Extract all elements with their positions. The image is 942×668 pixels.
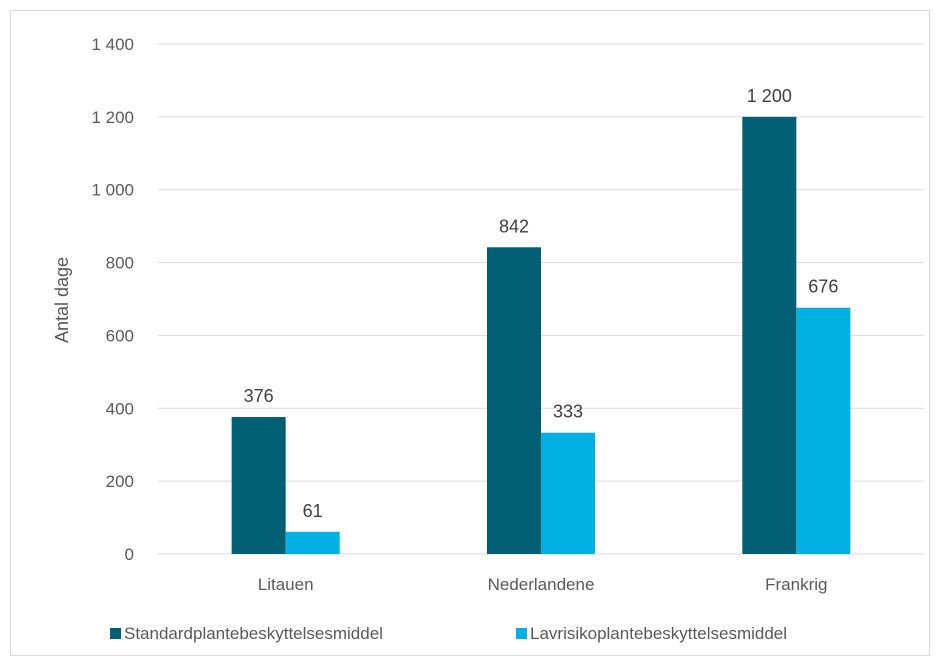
legend-swatch — [516, 628, 527, 639]
y-axis-title: Antal dage — [52, 257, 72, 343]
legend: Standardplantebeskyttelsesmiddel Lavrisik… — [110, 624, 787, 643]
bar — [285, 531, 340, 554]
y-tick-label: 800 — [106, 254, 134, 273]
bar — [796, 307, 851, 554]
y-tick-label: 1 400 — [91, 35, 134, 54]
y-tick-label: 1 200 — [91, 108, 134, 127]
y-tick-label: 600 — [106, 326, 134, 345]
data-label: 61 — [303, 501, 323, 521]
bar — [487, 247, 541, 554]
bar — [742, 116, 797, 554]
x-tick-label: Litauen — [258, 575, 314, 594]
data-labels: 376 61 842 333 1 200 676 — [244, 86, 839, 521]
y-axis-ticks: 0 200 400 600 800 1 000 1 200 1 400 — [91, 35, 134, 564]
data-label: 333 — [553, 402, 583, 422]
y-tick-label: 0 — [125, 545, 134, 564]
legend-swatch — [110, 628, 121, 639]
y-tick-label: 400 — [106, 399, 134, 418]
y-tick-label: 200 — [106, 472, 134, 491]
legend-label: Standardplantebeskyttelsesmiddel — [124, 624, 383, 643]
bar — [541, 432, 595, 554]
data-label: 676 — [808, 277, 838, 297]
legend-label: Lavrisikoplantebeskyttelsesmiddel — [530, 624, 787, 643]
bar — [231, 417, 286, 554]
bars — [231, 116, 851, 554]
y-tick-label: 1 000 — [91, 181, 134, 200]
x-tick-label: Frankrig — [765, 575, 827, 594]
x-tick-label: Nederlandene — [488, 575, 595, 594]
x-axis-ticks: Litauen Nederlandene Frankrig — [258, 575, 828, 594]
data-label: 1 200 — [747, 86, 792, 106]
data-label: 842 — [499, 216, 529, 236]
data-label: 376 — [244, 386, 274, 406]
